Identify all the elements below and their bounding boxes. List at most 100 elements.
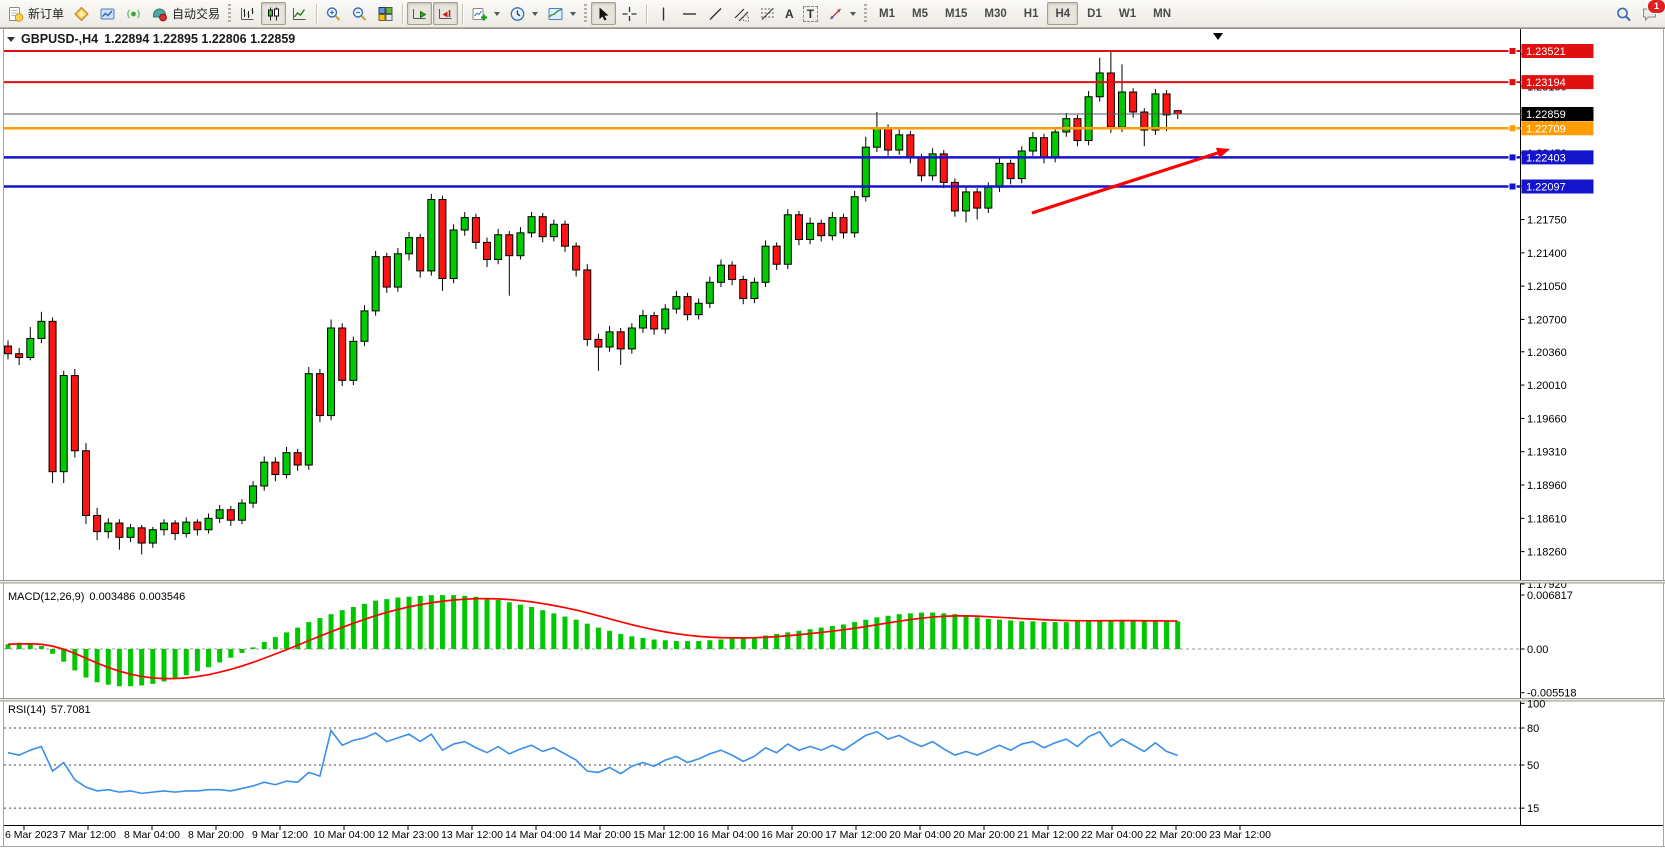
horizontal-line-button[interactable] [677,2,702,25]
svg-text:22 Mar 04:00: 22 Mar 04:00 [1081,829,1143,841]
periods-button[interactable] [505,2,542,25]
line-chart-button[interactable] [287,2,312,25]
candle [1040,137,1049,159]
bar-chart-button[interactable] [235,2,260,25]
text-label-button[interactable]: T [799,2,822,25]
candle [527,216,536,234]
line-handle[interactable] [1508,78,1517,87]
cursor-button[interactable] [591,2,617,25]
svg-text:1.19660: 1.19660 [1527,413,1567,425]
panel-splitter[interactable] [0,698,1665,701]
auto-scroll-button[interactable] [407,2,433,25]
line-handle[interactable] [1508,124,1517,133]
timeframe-h4[interactable]: H4 [1047,2,1079,25]
timeframe-mn[interactable]: MN [1145,2,1179,25]
candle [672,296,681,310]
chart-shift-icon [439,8,452,19]
timeframe-d1[interactable]: D1 [1079,2,1110,25]
candle [561,223,569,247]
text-tool-icon: A [785,6,794,21]
fibonacci-button[interactable] [755,2,780,25]
zoom-in-button[interactable] [321,2,346,25]
line-handle[interactable] [1508,182,1517,191]
channel-icon [734,8,750,21]
candle [861,146,870,198]
trend-arrow[interactable] [1031,151,1219,215]
tile-windows-button[interactable] [373,2,398,25]
candle [828,217,837,237]
trendline-button[interactable] [703,2,728,25]
symbol-period-label: GBPUSD-,H4 [21,32,99,46]
line-handle[interactable] [1508,47,1517,55]
candle [1017,150,1026,180]
svg-text:9 Mar 12:00: 9 Mar 12:00 [252,829,308,841]
candlestick-button[interactable] [261,2,287,25]
indicators-button[interactable] [467,2,504,25]
time-axis-labels[interactable]: 6 Mar 2023 7 Mar 12:00 8 Mar 04:00 8 Mar 20… [5,825,1271,841]
candle [315,373,324,417]
candle [1129,91,1138,113]
new-order-button[interactable]: 新订单 [3,2,68,25]
chart-profile-icon [100,8,115,19]
timeframe-m15[interactable]: M15 [937,2,975,25]
candle [483,241,492,260]
chart-shift-button[interactable] [433,2,459,25]
timeframe-h1[interactable]: H1 [1016,2,1047,25]
candle [661,308,670,330]
toolbar-grip [864,3,868,24]
svg-text:1.19310: 1.19310 [1527,447,1567,459]
svg-text:1.22097: 1.22097 [1526,182,1566,194]
crosshair-icon [622,6,637,21]
svg-text:15 Mar 12:00: 15 Mar 12:00 [633,829,695,841]
svg-text:12 Mar 23:00: 12 Mar 23:00 [377,829,439,841]
timeframe-m1[interactable]: M1 [871,2,903,25]
svg-text:6 Mar 2023: 6 Mar 2023 [5,829,58,841]
dropdown-caret-icon [570,11,577,16]
candle [594,338,603,348]
equidistant-channel-button[interactable] [729,2,754,25]
zoom-out-button[interactable] [347,2,372,25]
metaeditor-button[interactable] [69,2,94,25]
candle [962,191,971,212]
candle [327,327,336,417]
signal-icon [127,9,140,18]
candle [226,509,235,521]
fibonacci-icon [761,7,775,20]
line-chart-icon [293,7,306,20]
svg-text:1.21050: 1.21050 [1527,281,1567,293]
candle [15,353,24,358]
search-button[interactable] [1611,2,1636,25]
candle [1162,93,1171,116]
arrows-tool-button[interactable] [823,2,860,25]
sounds-button[interactable] [121,2,146,25]
candle [850,196,859,234]
trend-arrow-head[interactable] [1215,147,1230,159]
text-tool-button[interactable]: A [781,2,798,25]
timeframe-m5[interactable]: M5 [904,2,936,25]
chart-profile-button[interactable] [95,2,120,25]
price-tag: 1.23521 [1521,44,1594,58]
panel-splitter[interactable] [0,580,1665,583]
price-tag: 1.23194 [1521,75,1594,90]
chart-shift-marker-icon[interactable] [1213,33,1223,40]
auto-trading-button[interactable]: 自动交易 [147,2,224,25]
candle [182,521,191,535]
candle [1051,131,1060,159]
candle [438,199,447,280]
price-tag: 1.22859 [1521,106,1594,121]
timeframe-m30[interactable]: M30 [976,2,1014,25]
timeframe-w1[interactable]: W1 [1111,2,1144,25]
dropdown-caret-icon [850,11,857,16]
candle [360,310,369,342]
vertical-line-button[interactable] [651,2,676,25]
chart-canvas[interactable]: MACD(12,26,9) 0.003486 0.003546 RSI(14) 57.… [0,29,1665,848]
crosshair-button[interactable] [617,2,642,25]
candle [683,296,692,316]
notifications-button[interactable]: 1 [1637,0,1665,25]
chart-menu-icon[interactable] [7,36,15,42]
rsi-line [7,728,1178,795]
line-handle[interactable] [1508,153,1517,162]
candle [193,521,202,531]
svg-text:17 Mar 12:00: 17 Mar 12:00 [825,829,887,841]
templates-button[interactable] [543,2,580,25]
